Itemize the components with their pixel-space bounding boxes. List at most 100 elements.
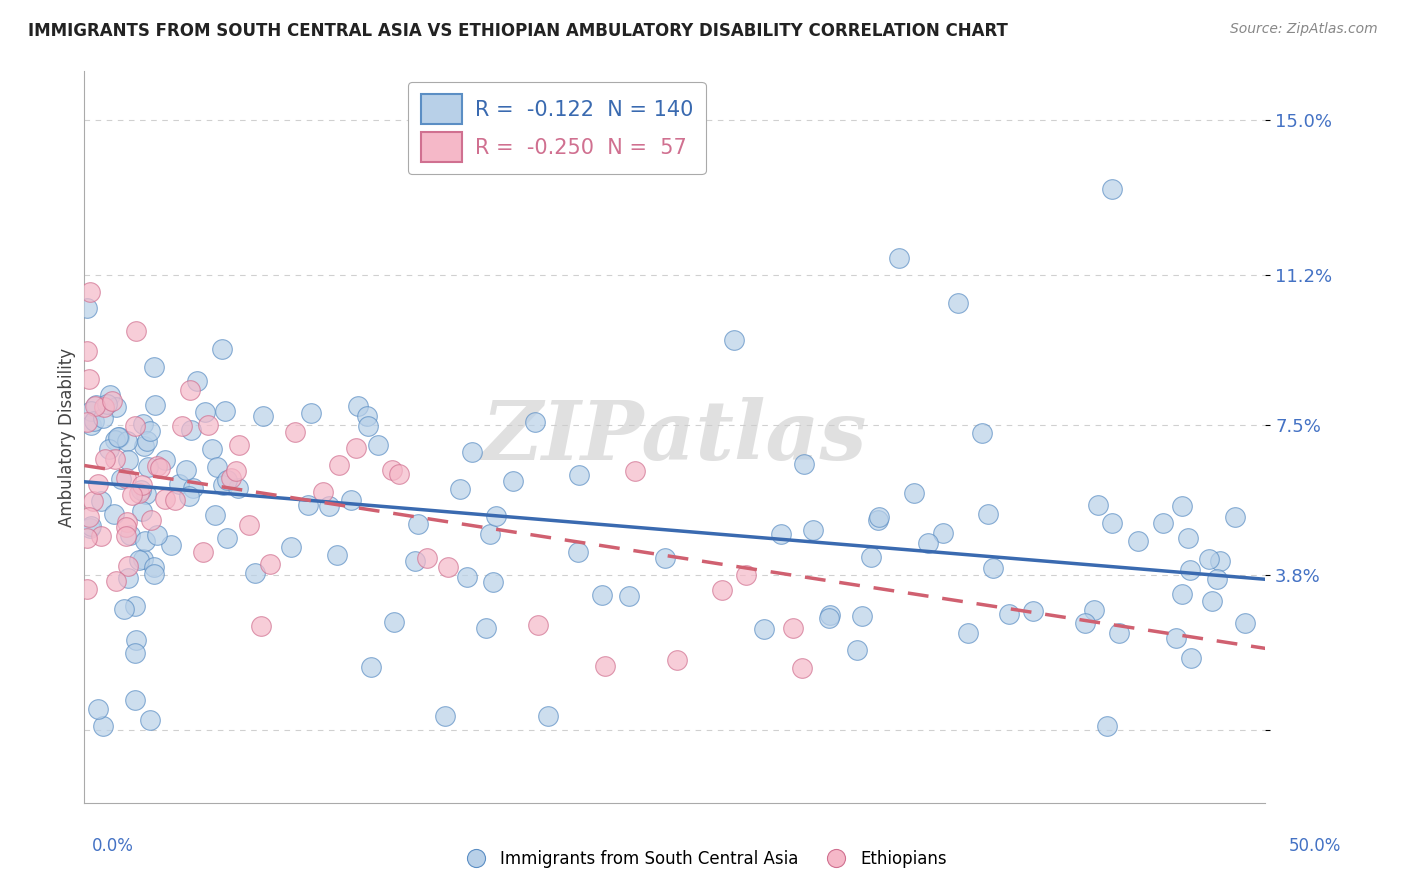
Point — [110, 472, 132, 486]
Point — [201, 442, 224, 456]
Point — [131, 483, 153, 498]
Point — [104, 434, 127, 448]
Point — [801, 523, 824, 537]
Point — [948, 296, 970, 310]
Y-axis label: Ambulatory Disability: Ambulatory Disability — [58, 348, 76, 526]
Point — [367, 437, 389, 451]
Point — [1101, 516, 1123, 530]
Point — [179, 383, 201, 397]
Point — [591, 588, 613, 602]
Point — [115, 470, 138, 484]
Point — [76, 582, 98, 596]
Point — [416, 551, 439, 566]
Point — [91, 718, 114, 732]
Point — [977, 508, 1000, 522]
Point — [1233, 616, 1256, 631]
Point — [782, 621, 804, 635]
Point — [479, 527, 502, 541]
Point — [1201, 594, 1223, 608]
Point — [77, 372, 100, 386]
Point — [1180, 563, 1202, 577]
Point — [139, 424, 162, 438]
Point — [194, 404, 217, 418]
Text: 50.0%: 50.0% — [1288, 837, 1341, 855]
Point — [143, 359, 166, 374]
Point — [139, 713, 162, 727]
Point — [1198, 552, 1220, 566]
Point — [252, 409, 274, 424]
Point — [124, 419, 146, 434]
Point — [1171, 587, 1194, 601]
Point — [228, 438, 250, 452]
Point — [790, 661, 813, 675]
Point — [1074, 615, 1097, 630]
Point — [846, 642, 869, 657]
Point — [1209, 554, 1232, 568]
Point — [328, 458, 350, 472]
Point — [82, 494, 104, 508]
Point — [169, 476, 191, 491]
Point — [485, 508, 508, 523]
Point — [238, 518, 260, 533]
Point — [666, 653, 689, 667]
Text: 0.0%: 0.0% — [91, 837, 134, 855]
Point — [356, 409, 378, 423]
Point — [326, 549, 349, 563]
Point — [96, 397, 118, 411]
Point — [1177, 531, 1199, 545]
Text: Source: ZipAtlas.com: Source: ZipAtlas.com — [1230, 22, 1378, 37]
Point — [931, 525, 953, 540]
Point — [406, 516, 429, 531]
Point — [851, 609, 873, 624]
Point — [219, 471, 242, 485]
Point — [132, 439, 155, 453]
Point — [77, 510, 100, 524]
Point — [136, 459, 159, 474]
Point — [104, 574, 127, 589]
Point — [84, 398, 107, 412]
Point — [568, 467, 591, 482]
Point — [456, 570, 478, 584]
Point — [1083, 603, 1105, 617]
Point — [225, 464, 247, 478]
Point — [449, 483, 471, 497]
Point — [437, 560, 460, 574]
Point — [243, 566, 266, 580]
Point — [259, 557, 281, 571]
Point — [107, 430, 129, 444]
Point — [527, 618, 550, 632]
Point — [299, 406, 322, 420]
Point — [998, 607, 1021, 621]
Point — [818, 607, 841, 622]
Point — [94, 452, 117, 467]
Point — [734, 568, 756, 582]
Point — [80, 519, 103, 533]
Point — [87, 477, 110, 491]
Point — [461, 445, 484, 459]
Point — [215, 531, 238, 545]
Point — [1164, 632, 1187, 646]
Point — [186, 374, 208, 388]
Point — [139, 513, 162, 527]
Point — [87, 702, 110, 716]
Point — [903, 485, 925, 500]
Point — [153, 491, 176, 506]
Point — [868, 513, 890, 527]
Point — [160, 538, 183, 552]
Point — [360, 660, 382, 674]
Point — [76, 415, 98, 429]
Point — [131, 552, 153, 566]
Point — [117, 434, 139, 449]
Point — [204, 508, 226, 522]
Point — [211, 342, 233, 356]
Point — [981, 561, 1004, 575]
Point — [174, 463, 197, 477]
Point — [124, 693, 146, 707]
Point — [404, 553, 426, 567]
Point — [143, 560, 166, 574]
Point — [118, 528, 141, 542]
Point — [132, 417, 155, 431]
Point — [347, 400, 370, 414]
Point — [754, 622, 776, 636]
Point — [567, 545, 589, 559]
